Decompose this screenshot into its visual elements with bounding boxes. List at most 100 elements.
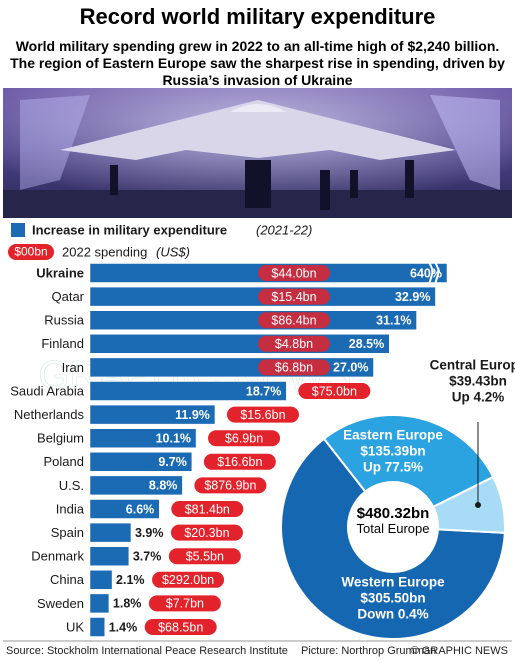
category-label: Denmark <box>31 549 84 564</box>
category-label: Russia <box>44 313 85 328</box>
legend-label: Increase in military expenditure <box>32 222 227 237</box>
spending-pill <box>148 595 221 612</box>
value-label: 32.9% <box>395 290 430 304</box>
spending-pill <box>208 430 281 447</box>
spending-label: $7.7bn <box>166 597 204 611</box>
value-label: 3.9% <box>135 526 164 540</box>
value-label: 2.1% <box>116 573 145 587</box>
donut-hole <box>348 482 438 572</box>
copyright: © GRAPHIC NEWS <box>411 645 508 657</box>
spending-label: $876.9bn <box>204 479 256 493</box>
donut-center: $480.32bn Total Europe <box>348 506 438 536</box>
value-label: 10.1% <box>156 431 191 445</box>
category-label: Spain <box>51 525 84 540</box>
slice-name: Western Europe <box>341 575 445 590</box>
bar <box>89 475 183 496</box>
total-text: Total Europe <box>356 521 430 536</box>
value-label: 27.0% <box>333 361 368 375</box>
value-label: 28.5% <box>349 337 384 351</box>
legend-pill <box>8 244 54 260</box>
title: Record world military expenditure <box>79 4 436 29</box>
photo <box>3 88 512 218</box>
bar <box>89 546 130 566</box>
credit: Picture: Northrop Grumman <box>301 645 436 657</box>
spending-label: $20.3bn <box>184 526 229 540</box>
leader-dot <box>475 502 481 508</box>
spending-label: $16.6bn <box>217 455 262 469</box>
donut-slice <box>431 475 506 534</box>
bar <box>89 617 105 637</box>
bar <box>89 334 390 354</box>
spending-label: $6.9bn <box>225 431 263 445</box>
bar <box>89 428 197 448</box>
value-label: 6.6% <box>126 502 155 516</box>
slice-value: $135.39bn <box>360 444 425 459</box>
spending-pill <box>258 288 330 305</box>
category-label: Qatar <box>51 289 84 304</box>
bar <box>89 404 216 425</box>
spending-pill <box>144 619 217 635</box>
value-label: 8.8% <box>149 479 178 493</box>
bar <box>89 381 287 401</box>
donut-slice <box>280 437 506 640</box>
category-label: India <box>56 501 85 516</box>
slice-name: Eastern Europe <box>343 428 443 443</box>
legend-unit: (US$) <box>156 244 190 259</box>
category-label: UK <box>66 619 84 634</box>
value-label: 3.7% <box>133 549 162 563</box>
axis-break <box>428 261 441 285</box>
spending-pill <box>168 548 241 565</box>
value-label: 640% <box>410 266 442 280</box>
spending-label: $86.4bn <box>271 313 316 327</box>
spending-label: $5.5bn <box>186 549 224 563</box>
value-label: 1.4% <box>109 620 138 634</box>
category-label: U.S. <box>59 478 84 493</box>
legend-swatch <box>11 223 25 237</box>
spending-label: $4.8bn <box>275 337 313 351</box>
spending-pill <box>171 501 244 517</box>
category-label: Iran <box>62 360 84 375</box>
spending-pill <box>203 453 276 470</box>
spending-label: $6.8bn <box>275 361 313 375</box>
category-label: Ukraine <box>36 265 84 280</box>
slice-name: Central Europe <box>430 358 515 373</box>
slice-value: $305.50bn <box>360 591 425 606</box>
category-label: China <box>50 572 85 587</box>
bar <box>89 357 374 378</box>
value-label: 31.1% <box>376 313 411 327</box>
legend-period: (2021-22) <box>256 222 312 237</box>
slice-value: $39.43bn <box>449 374 507 389</box>
spending-label: $81.4bn <box>185 502 230 516</box>
spending-pill <box>152 571 225 588</box>
category-label: Belgium <box>37 431 84 446</box>
bar <box>89 570 113 590</box>
value-label: 18.7% <box>246 384 281 398</box>
value-label: 9.7% <box>158 455 187 469</box>
spending-pill <box>194 477 267 494</box>
spending-label: $75.0bn <box>312 384 357 398</box>
category-label: Saudi Arabia <box>10 383 84 398</box>
category-label: Sweden <box>37 596 84 611</box>
slice-change: Up 77.5% <box>363 460 423 475</box>
legend-label: 2022 spending <box>62 244 147 259</box>
spending-pill <box>226 406 299 423</box>
spending-pill <box>298 383 371 399</box>
spending-label: $15.6bn <box>240 408 285 422</box>
spending-pill <box>258 359 330 376</box>
spending-pill <box>258 335 330 352</box>
spending-label: $292.0bn <box>162 573 214 587</box>
category-label: Poland <box>44 454 84 469</box>
total: $480.32bn <box>356 505 430 522</box>
spending-label: $68.5bn <box>158 620 203 634</box>
bar <box>89 499 160 519</box>
subtitle: World military spending grew in 2022 to … <box>10 38 505 88</box>
spending-pill <box>258 265 330 281</box>
spending-pill <box>170 524 243 541</box>
category-label: Netherlands <box>14 407 85 422</box>
spending-pill <box>258 312 330 329</box>
bar <box>89 310 417 330</box>
source: Source: Stockholm International Peace Re… <box>6 645 288 657</box>
spending-label: $15.4bn <box>271 290 316 304</box>
